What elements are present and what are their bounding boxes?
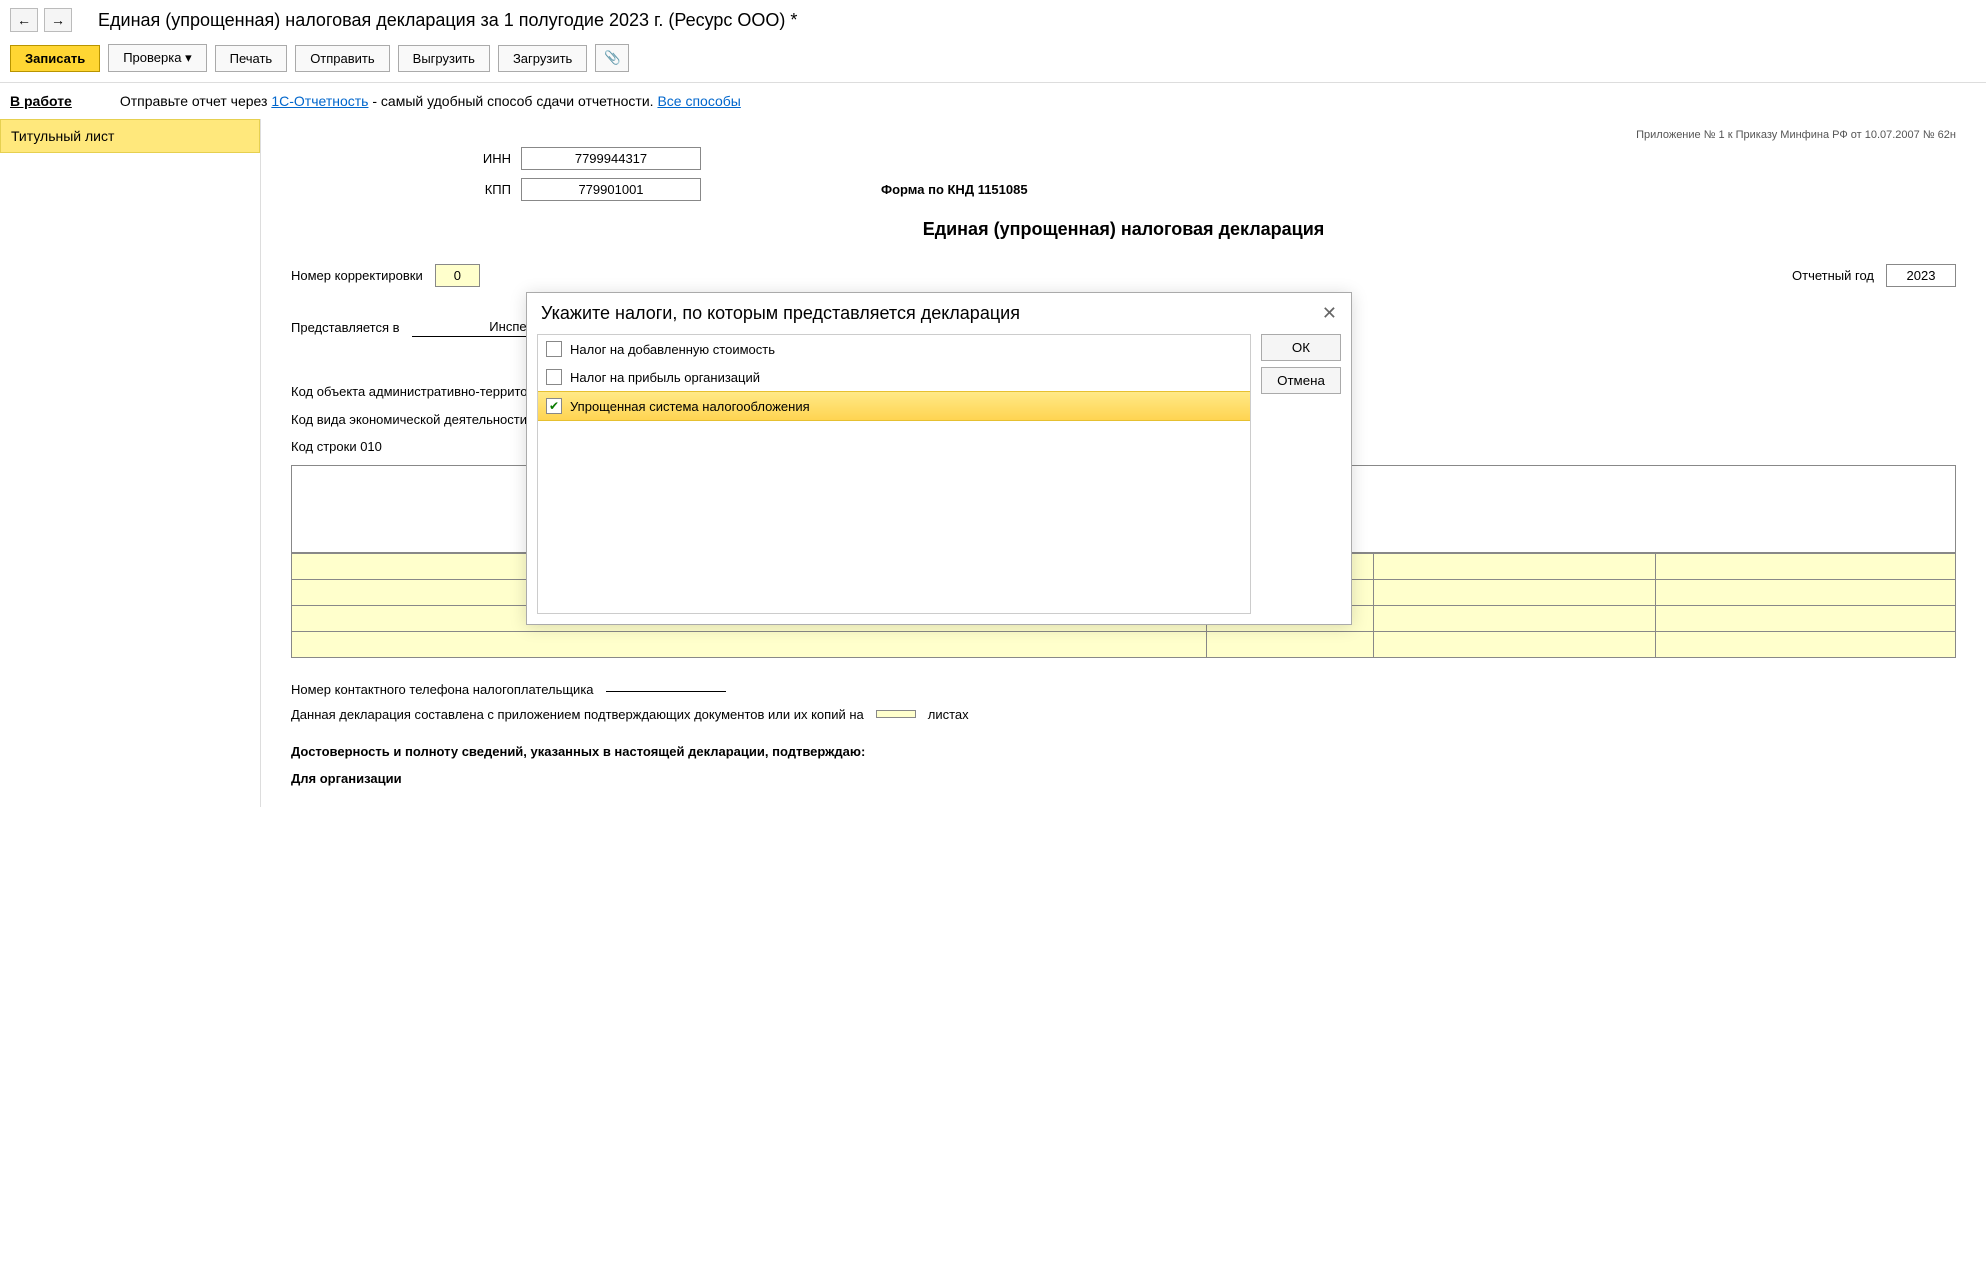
modal-title: Укажите налоги, по которым представляетс… — [541, 303, 1020, 324]
attach-count[interactable] — [876, 710, 916, 718]
nav-forward-button[interactable]: → — [44, 8, 72, 32]
attach-suffix: листах — [928, 707, 969, 722]
sidebar-tab-title[interactable]: Титульный лист — [0, 119, 260, 153]
inn-value[interactable]: 7799944317 — [521, 147, 701, 170]
attach-button[interactable]: 📎 — [595, 44, 629, 72]
print-button[interactable]: Печать — [215, 45, 288, 72]
tax-option-usn[interactable]: ✔ Упрощенная система налогообложения — [538, 391, 1250, 421]
attach-text: Данная декларация составлена с приложени… — [291, 707, 864, 722]
send-button[interactable]: Отправить — [295, 45, 389, 72]
import-button[interactable]: Загрузить — [498, 45, 587, 72]
check-button[interactable]: Проверка ▾ — [108, 44, 206, 72]
presented-label: Представляется в — [291, 320, 400, 335]
paperclip-icon: 📎 — [604, 50, 621, 66]
tax-option-profit[interactable]: Налог на прибыль организаций — [538, 363, 1250, 391]
nav-back-button[interactable]: ← — [10, 8, 38, 32]
tax-select-modal: Укажите налоги, по которым представляетс… — [526, 292, 1352, 625]
document-title: Единая (упрощенная) налоговая декларация — [291, 219, 1956, 240]
reporting-link[interactable]: 1С-Отчетность — [271, 93, 368, 109]
export-button[interactable]: Выгрузить — [398, 45, 490, 72]
year-label: Отчетный год — [1792, 268, 1874, 283]
page-title: Единая (упрощенная) налоговая декларация… — [98, 10, 797, 31]
phone-label: Номер контактного телефона налогоплатель… — [291, 682, 594, 697]
correction-label: Номер корректировки — [291, 268, 423, 283]
ok-button[interactable]: ОК — [1261, 334, 1341, 361]
kpp-label: КПП — [471, 182, 521, 197]
all-methods-link[interactable]: Все способы — [657, 93, 740, 109]
confirm-text: Достоверность и полноту сведений, указан… — [291, 742, 1956, 762]
kpp-value[interactable]: 779901001 — [521, 178, 701, 201]
phone-field[interactable] — [606, 687, 726, 692]
for-org-label: Для организации — [291, 769, 1956, 789]
checkbox-checked[interactable]: ✔ — [546, 398, 562, 414]
checkbox-unchecked[interactable] — [546, 341, 562, 357]
info-text: Отправьте отчет через 1С-Отчетность - са… — [120, 93, 741, 109]
dropdown-icon: ▾ — [185, 50, 192, 65]
inn-label: ИНН — [471, 151, 521, 166]
form-code: Форма по КНД 1151085 — [881, 182, 1028, 197]
save-button[interactable]: Записать — [10, 45, 100, 72]
close-icon[interactable]: ✕ — [1322, 303, 1337, 324]
correction-value[interactable]: 0 — [435, 264, 480, 287]
status-label[interactable]: В работе — [10, 93, 72, 109]
appendix-note: Приложение № 1 к Приказу Минфина РФ от 1… — [291, 129, 1956, 141]
year-value[interactable]: 2023 — [1886, 264, 1956, 287]
tax-option-vat[interactable]: Налог на добавленную стоимость — [538, 335, 1250, 363]
tax-options-list: Налог на добавленную стоимость Налог на … — [537, 334, 1251, 614]
checkbox-unchecked[interactable] — [546, 369, 562, 385]
cancel-button[interactable]: Отмена — [1261, 367, 1341, 394]
